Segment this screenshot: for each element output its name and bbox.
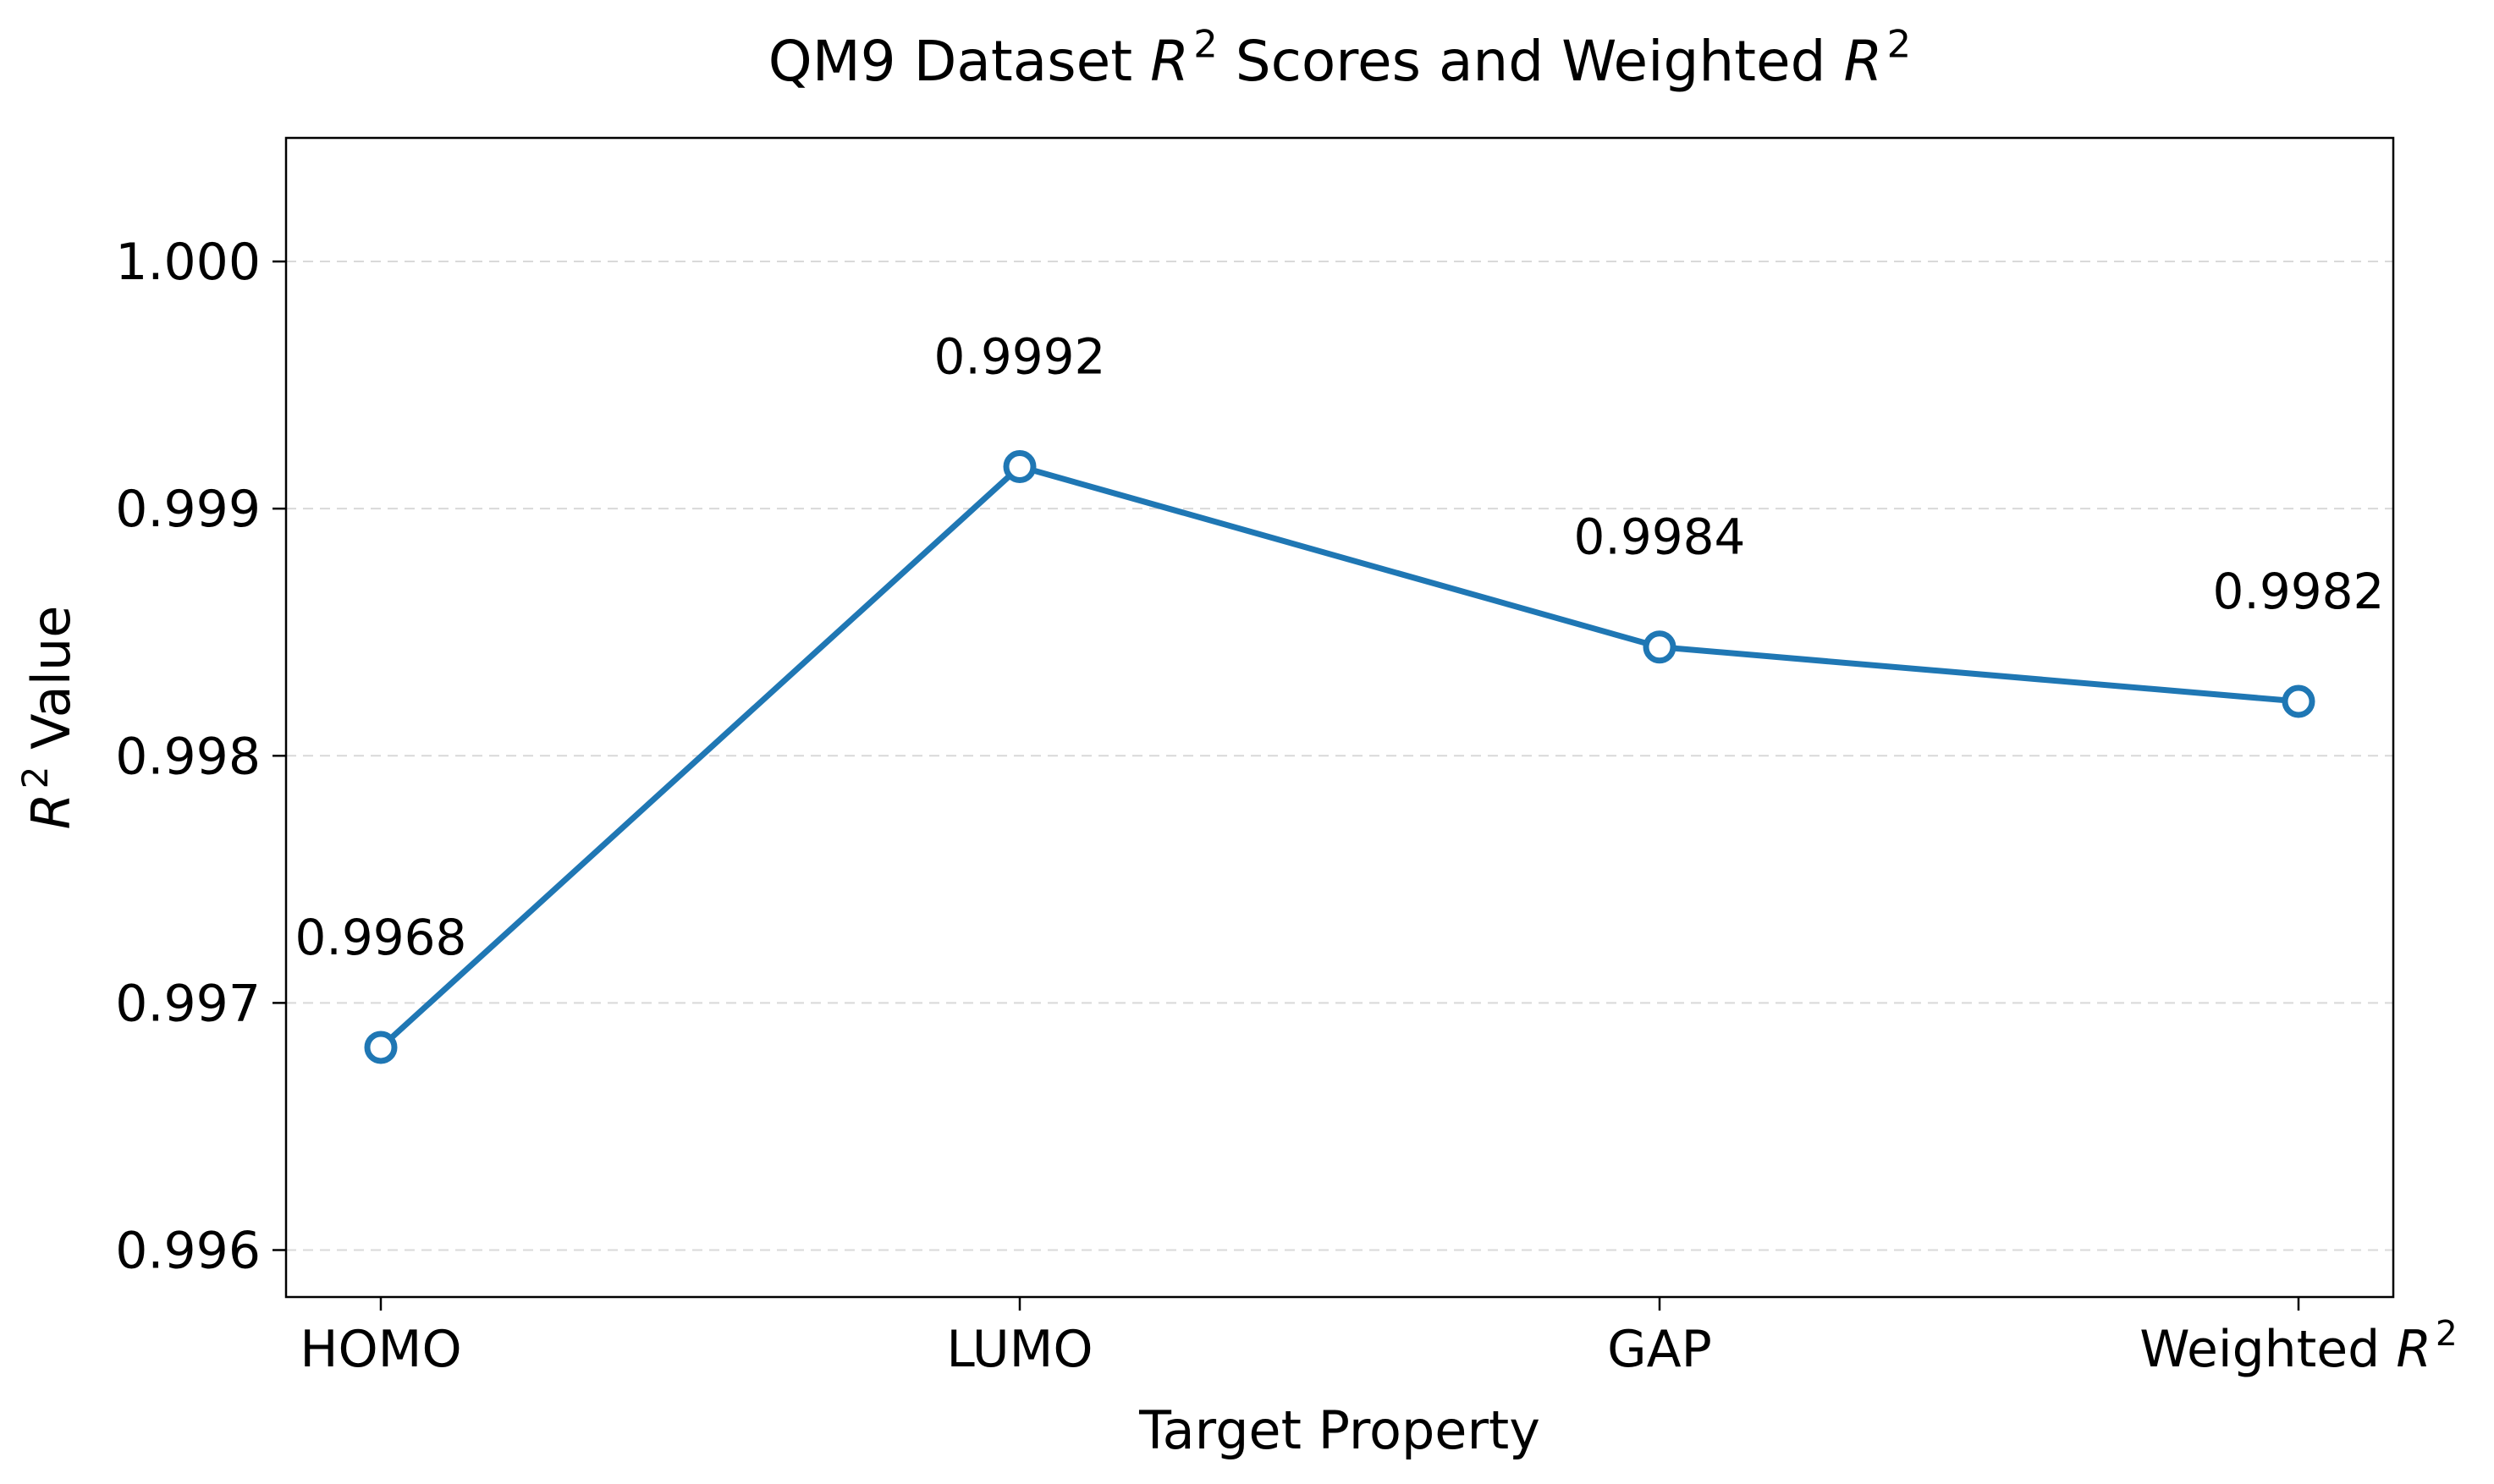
data-point (1643, 630, 1676, 664)
data-label: 0.9984 (1574, 508, 1746, 566)
y-axis-title: R2 Value (14, 606, 82, 830)
x-tick-label: GAP (1607, 1320, 1712, 1379)
plot-frame (284, 136, 2395, 1299)
data-label-layer: 0.9968 0.9992 0.9984 0.9982 (295, 328, 2385, 966)
series-layer (364, 450, 2315, 1064)
data-point (1003, 450, 1037, 484)
y-tick-label: 0.998 (115, 727, 261, 786)
data-label: 0.9992 (934, 328, 1106, 386)
x-tick-label: HOMO (300, 1320, 461, 1379)
series-line (377, 464, 2302, 1051)
y-tick-label: 0.999 (115, 480, 261, 539)
y-tick-label: 0.997 (115, 974, 261, 1033)
data-label: 0.9968 (295, 909, 467, 966)
data-point (2282, 684, 2315, 718)
x-tick-label: LUMO (946, 1320, 1093, 1379)
y-tick-label: 0.996 (115, 1221, 261, 1280)
grid-layer (286, 261, 2393, 1251)
y-tick-label: 1.000 (115, 233, 261, 292)
data-label: 0.9982 (2213, 563, 2385, 620)
x-axis-title: Target Property (1138, 1399, 1540, 1461)
y-axis-ticks: 0.996 0.997 0.998 0.999 1.000 (115, 233, 286, 1280)
data-point (364, 1031, 398, 1064)
